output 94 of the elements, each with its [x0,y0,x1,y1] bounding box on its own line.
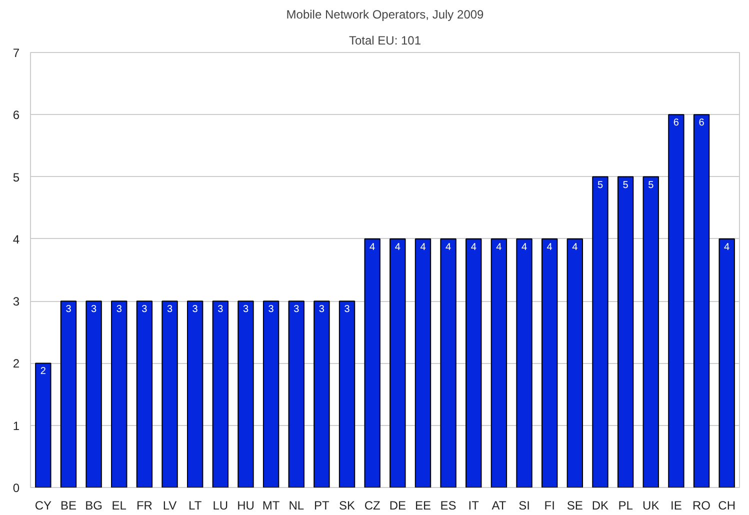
data-label: 4 [394,242,401,253]
bar [490,238,508,488]
bar [541,238,558,488]
bar [338,300,356,488]
bar [60,300,77,488]
x-tick-label: NL [288,498,304,512]
y-tick-label: 0 [12,481,20,495]
data-label: 3 [142,304,148,316]
x-tick-label: PL [618,498,634,512]
bar [440,238,456,488]
bar [466,238,482,488]
data-label: 5 [648,180,654,191]
x-tick-label: DE [389,498,406,512]
bar [414,238,432,488]
bar [35,362,52,488]
x-tick-label: SK [339,498,356,512]
data-label: 3 [268,304,274,316]
data-label: 3 [218,304,224,316]
bar [86,300,102,488]
data-label: 4 [446,242,452,253]
x-tick-label: LT [188,498,202,512]
x-tick-label: MT [262,498,280,512]
x-tick-label: CH [718,498,736,512]
chart-subtitle: Total EU: 101 [348,34,422,48]
x-tick-label: ES [440,498,456,512]
chart-title: Mobile Network Operators, July 2009 [286,8,484,22]
bar [566,238,584,488]
y-tick-label: 7 [12,46,20,60]
y-tick-label: 6 [12,108,20,122]
bar [162,300,178,488]
x-tick-label: EL [112,498,127,512]
data-label: 5 [622,180,629,191]
bar [212,300,229,488]
bar [111,300,128,488]
y-tick-label: 4 [12,232,20,246]
bar [718,238,735,488]
data-label: 3 [318,304,325,316]
x-tick-label: FR [136,498,153,512]
bar [516,238,532,488]
bar [136,300,153,488]
bar [288,300,304,488]
data-label: 4 [470,242,477,253]
data-label: 4 [420,242,426,253]
data-label: 4 [572,242,578,253]
x-tick-label: IT [468,498,480,512]
x-tick-label: LV [162,498,177,512]
x-tick-label: CY [34,498,52,512]
x-tick-label: DK [592,498,609,512]
data-label: 3 [116,304,122,316]
data-label: 4 [370,242,376,253]
x-tick-label: FI [544,498,555,512]
bar [592,176,608,488]
x-tick-label: BE [60,498,76,512]
data-label: 5 [597,180,604,191]
data-label: 6 [673,118,680,129]
data-label: 3 [91,304,98,316]
data-label: 6 [698,118,705,129]
bar [642,176,659,488]
data-label: 4 [724,242,730,253]
x-tick-label: AT [492,498,507,512]
x-tick-label: SI [518,498,530,512]
x-tick-label: LU [212,498,228,512]
bar [364,238,380,488]
bar [238,300,254,488]
y-tick-label: 2 [12,356,20,371]
x-tick-label: CZ [364,498,380,512]
x-tick-label: SE [566,498,583,512]
data-label: 4 [521,242,528,253]
x-tick-label: PT [314,498,330,512]
y-tick-label: 3 [12,294,20,309]
x-tick-label: BG [85,498,102,512]
x-tick-label: IE [670,498,682,512]
bar [314,300,330,488]
data-label: 4 [546,242,553,253]
y-tick-label: 1 [12,418,20,433]
x-tick-label: UK [642,498,660,512]
y-tick-label: 5 [12,170,20,184]
data-label: 3 [66,304,72,316]
bar [186,300,204,488]
bar [693,114,710,488]
data-label: 3 [294,304,300,316]
bar [617,176,634,488]
bar [668,114,684,488]
data-label: 2 [40,366,46,378]
bar [390,238,406,488]
x-tick-label: EE [414,498,431,512]
data-label: 3 [166,304,173,316]
data-label: 4 [496,242,502,253]
x-tick-label: HU [237,498,254,512]
bar [262,300,280,488]
data-label: 3 [192,304,198,316]
data-label: 3 [242,304,249,316]
x-tick-label: RO [692,498,711,512]
data-label: 3 [344,304,350,316]
